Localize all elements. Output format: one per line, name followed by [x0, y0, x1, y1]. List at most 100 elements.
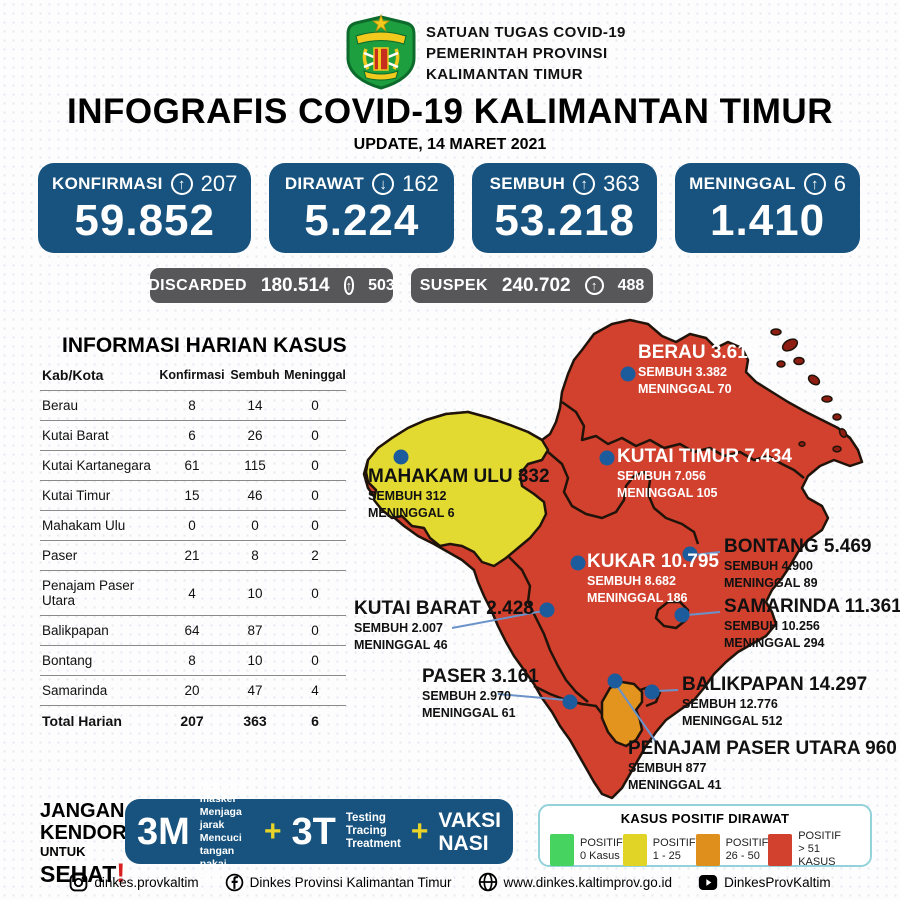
- stat-value: 59.852: [74, 196, 215, 245]
- column-header: Konfirmasi: [159, 368, 225, 382]
- legend-item-red: POSITIF > 51 KASUS: [768, 830, 860, 869]
- color-swatch: [622, 833, 647, 866]
- badge-3t: 3T: [291, 810, 336, 853]
- org-name: SATUAN TUGAS COVID-19 PEMERINTAH PROVINS…: [426, 22, 626, 85]
- location-markers: [393, 366, 698, 710]
- map-legend: KASUS POSITIF DIRAWAT POSITIF 0 Kasus POS…: [538, 804, 872, 869]
- islands: [770, 328, 848, 453]
- bar-label: DISCARDED: [148, 276, 247, 294]
- bar-delta: 488: [617, 276, 645, 294]
- table-row: Bontang 8 10 0: [40, 646, 346, 676]
- map-label-bontang: BONTANG 5.469 SEMBUH 4.900 MENINGGAL 89: [724, 536, 872, 590]
- map-label-samarinda: SAMARINDA 11.361 SEMBUH 10.256 MENINGGAL…: [724, 596, 900, 650]
- stat-label: KONFIRMASI: [52, 174, 163, 193]
- org-line: KALIMANTAN TIMUR: [426, 66, 583, 83]
- table-row: Balikpapan 64 87 0: [40, 616, 346, 646]
- protocol-banner: 3M Memakai masker Menjaga jarak Mencuci …: [125, 780, 513, 883]
- badge-3m: 3M: [137, 810, 190, 853]
- table-row: Berau 8 14 0: [40, 391, 346, 421]
- stat-delta: 207: [200, 171, 238, 196]
- color-swatch: [768, 833, 793, 866]
- map-shapes: [362, 318, 864, 800]
- globe-icon: [478, 872, 497, 892]
- bar-label: SUSPEK: [419, 276, 488, 294]
- column-header: Sembuh: [230, 368, 280, 382]
- legend-item-yellow: POSITIF 1 - 25: [622, 830, 696, 869]
- table-row: Kutai Timur 15 46 0: [40, 481, 346, 511]
- arrow-up-circle-icon: ↑: [343, 276, 355, 295]
- bar-delta: 503: [368, 276, 395, 294]
- column-header: Meninggal: [284, 368, 346, 382]
- table-row: Penajam Paser Utara 4 10 0: [40, 571, 346, 616]
- website-url: www.dinkes.kaltimprov.go.id: [478, 872, 672, 892]
- arrow-down-circle-icon: ↓: [372, 173, 395, 195]
- org-line: PEMERINTAH PROVINSI: [426, 45, 608, 62]
- map-label-balikpapan: BALIKPAPAN 14.297 SEMBUH 12.776 MENINGGA…: [682, 674, 868, 728]
- table-row: Mahakam Ulu 0 0 0: [40, 511, 346, 541]
- map-label-kukar: KUKAR 10.795 SEMBUH 8.682 MENINGGAL 186: [587, 551, 719, 605]
- youtube-handle: DinkesProvKaltim: [698, 874, 831, 891]
- arrow-up-circle-icon: ↑: [573, 173, 596, 195]
- org-line: SATUAN TUGAS COVID-19: [426, 24, 626, 41]
- stat-delta: 162: [402, 171, 439, 196]
- stat-value: 53.218: [494, 196, 635, 245]
- stat-card-meninggal: MENINGGAL ↑ 6 1.410: [675, 163, 861, 253]
- plus-sign: +: [410, 814, 429, 848]
- stat-card-dirawat: DIRAWAT ↓ 162 5.224: [269, 163, 455, 253]
- footer-contacts: dinkes.provkaltim Dinkes Provinsi Kalima…: [0, 872, 900, 892]
- arrow-up-circle-icon: ↑: [584, 276, 604, 295]
- stat-cards-row: KONFIRMASI ↑ 207 59.852 DIRAWAT ↓ 162 5.…: [38, 163, 861, 253]
- stat-value: 5.224: [304, 196, 420, 245]
- district-borders: [507, 400, 805, 715]
- provincial-seal-logo: [346, 13, 416, 90]
- table-row: Kutai Kartanegara 61 115 0: [40, 451, 346, 481]
- legend-title: KASUS POSITIF DIRAWAT: [620, 811, 790, 826]
- stat-card-konfirmasi: KONFIRMASI ↑ 207 59.852: [38, 163, 252, 253]
- stat-delta: 363: [603, 171, 640, 196]
- 3m-description: Memakai masker Menjaga jarak Mencuci tan…: [199, 779, 245, 883]
- bar-value: 240.702: [501, 274, 571, 296]
- exclamation-mark: !: [116, 858, 126, 888]
- stat-label: SEMBUH: [489, 174, 566, 193]
- arrow-up-circle-icon: ↑: [803, 173, 826, 195]
- update-date: UPDATE, 14 MARET 2021: [353, 136, 547, 153]
- table-row: Kutai Barat 6 26 0: [40, 421, 346, 451]
- stat-value: 1.410: [710, 196, 826, 245]
- facebook-handle: Dinkes Provinsi Kalimantan Timur: [225, 873, 452, 892]
- instagram-icon: [70, 873, 88, 891]
- map-label-paser: PASER 3.161 SEMBUH 2.970 MENINGGAL 61: [422, 666, 539, 720]
- table-header-row: Kab/Kota Konfirmasi Sembuh Meninggal: [40, 360, 346, 391]
- legend-item-green: POSITIF 0 Kasus: [550, 830, 623, 869]
- table-row: Paser 21 8 2: [40, 541, 346, 571]
- vaksinasi-label: VAKSI NASI: [438, 808, 501, 855]
- stat-label: DIRAWAT: [284, 174, 365, 193]
- bar-value: 180.514: [260, 274, 330, 296]
- column-header: Kab/Kota: [42, 367, 104, 383]
- suspek-bar: SUSPEK 240.702 ↑ 488: [411, 268, 653, 303]
- region-penajam-paser-utara: [600, 680, 644, 748]
- table-row: Samarinda 20 47 4: [40, 676, 346, 706]
- facebook-icon: [225, 873, 243, 891]
- instagram-handle: dinkes.provkaltim: [69, 873, 199, 892]
- map-label-kutai-barat: KUTAI BARAT 2.428 SEMBUH 2.007 MENINGGAL…: [354, 598, 534, 652]
- map-label-berau: BERAU 3.615 SEMBUH 3.382 MENINGGAL 70: [638, 342, 759, 396]
- youtube-icon: [698, 874, 718, 890]
- table-total-row: Total Harian 207 363 6: [42, 713, 319, 729]
- daily-cases-table: Kab/Kota Konfirmasi Sembuh Meninggal Ber…: [40, 360, 346, 736]
- arrow-up-circle-icon: ↑: [170, 173, 193, 195]
- stat-label: MENINGGAL: [689, 174, 796, 193]
- map-label-penajam-paser-utara: PENAJAM PASER UTARA 960 SEMBUH 877 MENIN…: [628, 738, 897, 792]
- slogan-block: JANGAN KENDOR UNTUK SEHAT!: [40, 800, 127, 888]
- color-swatch: [550, 833, 574, 866]
- color-swatch: [695, 833, 720, 866]
- plus-sign: +: [263, 814, 282, 848]
- stat-card-sembuh: SEMBUH ↑ 363 53.218: [472, 163, 658, 253]
- stat-delta: 6: [833, 171, 846, 196]
- label-connector-lines: [451, 551, 721, 743]
- 3t-description: Testing Tracing Treatment: [345, 812, 401, 850]
- kaltim-map: BERAU 3.615 SEMBUH 3.382 MENINGGAL 70 KU…: [350, 298, 900, 803]
- map-label-mahakam-ulu: MAHAKAM ULU 332 SEMBUH 312 MENINGGAL 6: [368, 466, 550, 520]
- map-label-kutai-timur: KUTAI TIMUR 7.434 SEMBUH 7.056 MENINGGAL…: [617, 446, 792, 500]
- page-title: INFOGRAFIS COVID-19 KALIMANTAN TIMUR: [67, 92, 833, 131]
